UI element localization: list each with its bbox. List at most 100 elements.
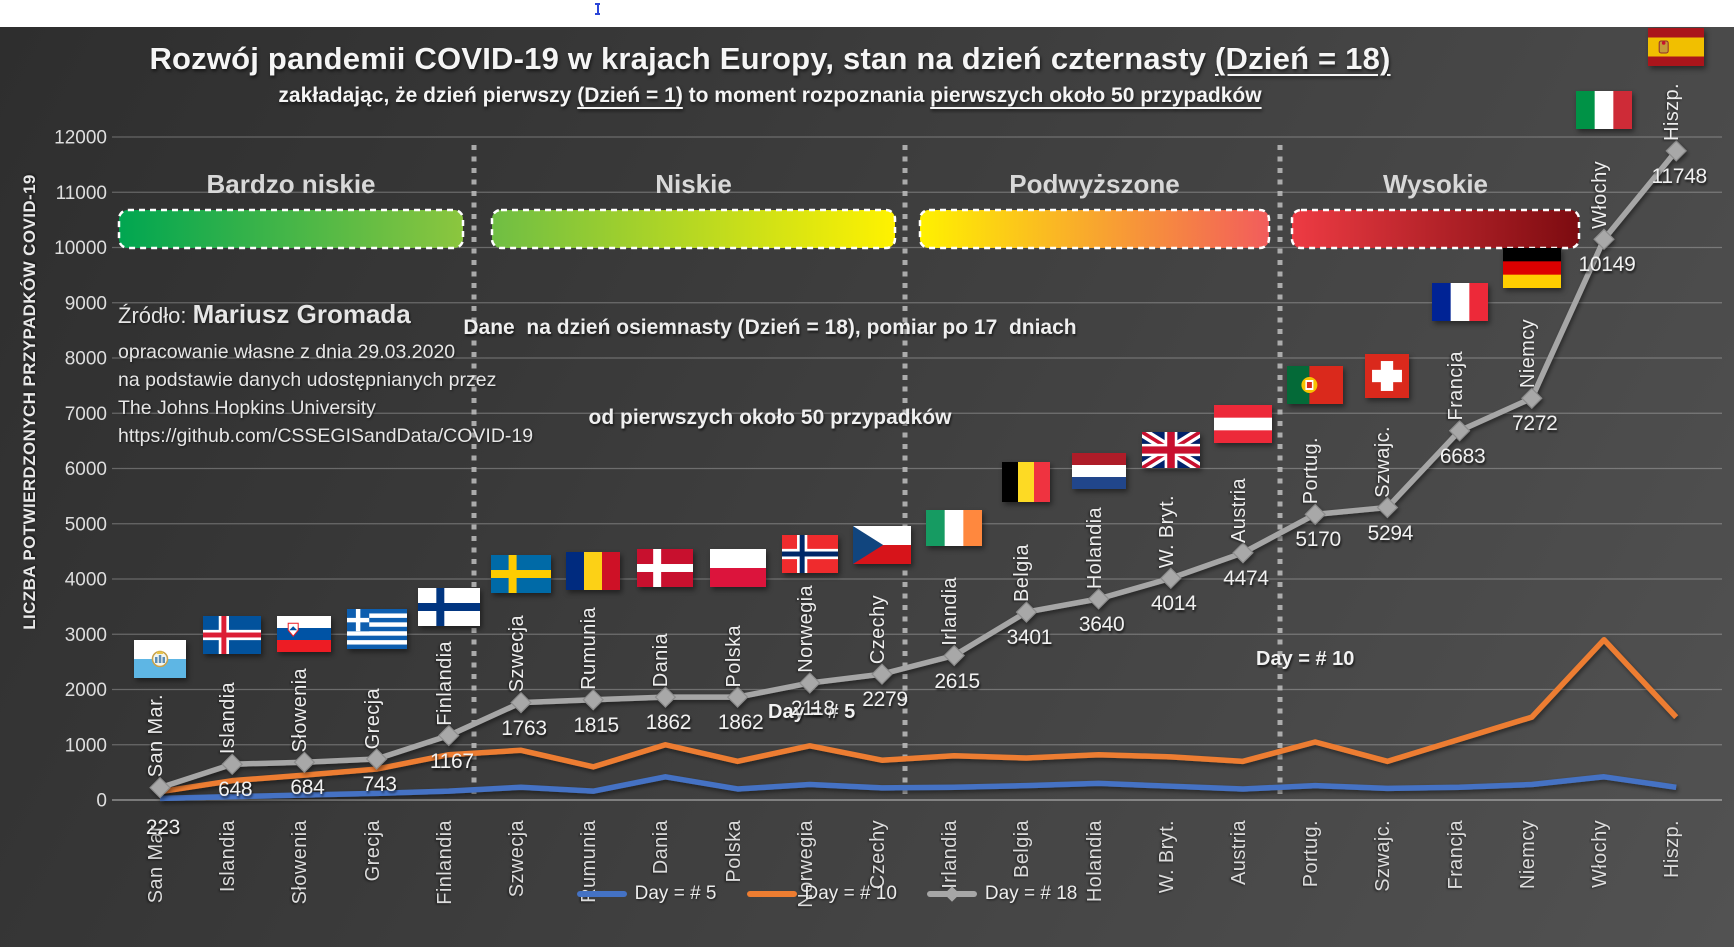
zone-label: Niskie [655, 169, 732, 199]
country-label: Irlandia [939, 576, 962, 646]
country-label: Finlandia [433, 640, 456, 726]
value-label: 11748 [1651, 164, 1708, 188]
country-label: Szwajc. [1372, 425, 1395, 498]
source-line: opracowanie własne z dnia 29.03.2020 [118, 341, 456, 363]
value-label: 5294 [1367, 521, 1414, 545]
diamond-marker [1521, 387, 1543, 409]
zone-label: Bardzo niskie [206, 169, 375, 199]
country-label: Rumunia [578, 606, 601, 690]
country-label: Szwecja [506, 615, 528, 693]
flag-icon-wochy [1576, 91, 1633, 130]
country-label: Islandia [217, 682, 240, 755]
x-axis-label: Włochy [1589, 820, 1611, 888]
country-label: Grecja [361, 687, 384, 749]
value-label: 684 [290, 776, 325, 800]
flag-icon-rumunia [566, 551, 621, 590]
legend-swatch-icon [926, 886, 977, 902]
country-label: Austria [1228, 477, 1250, 543]
flag-icon-austria [1214, 404, 1272, 444]
y-tick-label: 0 [96, 791, 107, 812]
country-label: Holandia [1083, 506, 1106, 589]
country-label: Francja [1444, 351, 1467, 421]
subtitle-segment: to moment rozpoznania [682, 84, 931, 107]
diamond-marker [149, 776, 171, 799]
flag-icon-polska [709, 549, 766, 588]
country-label: Słowenia [289, 667, 312, 753]
source-author: Mariusz Gromada [192, 299, 411, 329]
series-label-day5: Day = # 5 [768, 701, 856, 723]
series-label-day10: Day = # 10 [1256, 648, 1355, 670]
zone-bar [117, 208, 465, 250]
x-axis-label: Belgia [1011, 820, 1034, 878]
flag-icon-islandia [203, 616, 262, 655]
diamond-marker [293, 751, 316, 773]
flag-icon-irlandia [926, 509, 983, 546]
x-axis-label: Grecja [361, 820, 384, 882]
value-label: 1862 [717, 711, 764, 735]
legend-item: Day = # 5 [576, 883, 717, 905]
flag-icon-dania [637, 549, 694, 588]
source-title: Źródło: Mariusz Gromada [118, 299, 533, 330]
diamond-marker [1593, 228, 1615, 251]
zone-bar [1290, 208, 1581, 250]
diamond-marker [943, 644, 965, 667]
diamond-marker [221, 753, 243, 775]
value-label: 7272 [1512, 412, 1558, 436]
y-tick-label: 1000 [65, 735, 107, 756]
y-tick-label: 6000 [65, 459, 107, 480]
x-axis-label: Polska [722, 820, 745, 883]
country-label: Polska [722, 624, 745, 688]
legend-swatch-icon [746, 891, 797, 897]
zone-label: Podwyższone [1009, 169, 1179, 199]
x-axis-label: Irlandia [939, 820, 962, 889]
y-tick-label: 10000 [54, 238, 107, 259]
country-label: Hiszp. [1661, 82, 1684, 141]
legend-swatch-icon [576, 891, 627, 897]
diamond-marker [1232, 542, 1254, 564]
flag-icon-szwajc [1365, 353, 1410, 398]
line-day10 [159, 637, 1679, 795]
country-label: Belgia [1011, 544, 1034, 603]
flag-icon-finlandia [417, 587, 480, 626]
y-tick-label: 8000 [65, 349, 107, 370]
title-segment: (Dzień = 18) [1215, 41, 1391, 76]
text-cursor-icon [594, 3, 601, 15]
line-day5 [159, 774, 1677, 802]
value-label: 648 [218, 778, 253, 802]
flag-icon-norwegia [781, 534, 838, 573]
y-tick-label: 7000 [65, 404, 107, 425]
country-label: Niemcy [1516, 319, 1539, 389]
diamond-marker [1304, 503, 1326, 526]
line-day18 [159, 149, 1679, 791]
flag-icon-sanmar [134, 639, 186, 678]
flag-icon-sowenia [277, 616, 332, 653]
flag-icon-czechy [853, 526, 911, 565]
source-lines: opracowanie własne z dnia 29.03.2020 na p… [118, 338, 533, 450]
subtitle-segment: pierwszych około 50 przypadków [930, 84, 1262, 107]
flag-icon-portug [1287, 366, 1344, 405]
diamond-marker [582, 688, 604, 711]
y-tick-label: 3000 [65, 625, 107, 646]
flag-icon-wbryt [1139, 427, 1203, 473]
diamond-marker [1015, 601, 1038, 623]
value-label: 1815 [573, 713, 619, 737]
diamond-marker [1087, 588, 1110, 610]
zone-bar [490, 208, 897, 250]
diamond-marker [510, 691, 532, 714]
annotation: Dane na dzień osiemnasty (Dzień = 18), p… [60, 253, 1480, 493]
source-line: https://github.com/CSSEGISandData/COVID-… [118, 425, 534, 447]
country-label: W. Bryt. [1155, 495, 1178, 569]
x-axis-label: Austria [1228, 820, 1250, 886]
y-tick-label: 4000 [65, 570, 107, 591]
value-label: 2118 [790, 696, 835, 720]
source-line: The Johns Hopkins University [118, 397, 376, 419]
chart-subtitle: zakładając, że dzień pierwszy (Dzień = 1… [60, 84, 1480, 108]
diamond-marker [871, 663, 893, 685]
x-axis-label: Portug. [1300, 820, 1323, 888]
diamond-marker [1376, 496, 1399, 519]
x-axis-label: Hiszp. [1661, 820, 1684, 878]
legend-label: Day = # 10 [804, 883, 897, 904]
x-axis-label: Szwajc. [1372, 820, 1395, 892]
title-segment: Rozwój pandemii COVID-19 w krajach Europ… [149, 41, 1215, 76]
diamond-icon [944, 886, 960, 902]
